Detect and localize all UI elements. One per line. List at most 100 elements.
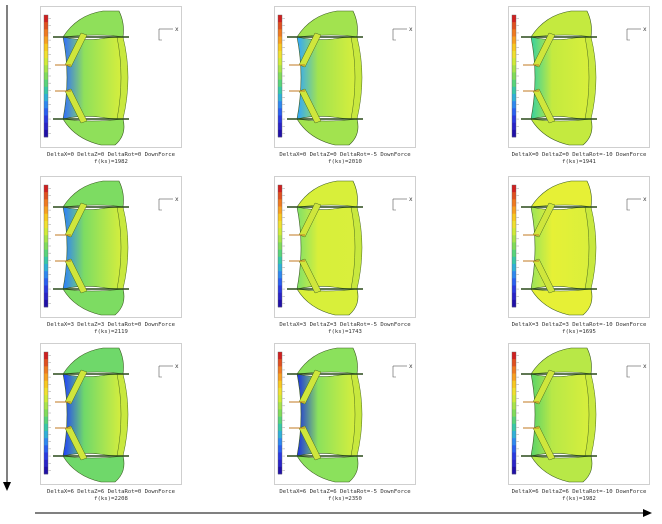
panel-force-value: f(ks)=1941 <box>562 159 596 165</box>
axis-triad-icon: x <box>392 196 413 211</box>
rear-wing-model <box>521 180 597 316</box>
axis-label: x <box>175 26 179 33</box>
top-endplate <box>62 180 124 208</box>
panel-parameters: DeltaX=0 DeltaZ=0 DeltaRot=-5 DownForce <box>279 152 411 158</box>
panel-force-value: f(ks)=2119 <box>94 329 128 335</box>
axis-triad-icon: x <box>158 26 179 41</box>
color-scale-bar <box>277 351 285 475</box>
upper-strut <box>64 32 88 68</box>
pressure-plot: x <box>274 176 416 318</box>
pressure-plot: x <box>274 6 416 148</box>
bottom-endplate <box>530 118 593 146</box>
wing-body <box>296 206 358 290</box>
lower-strut <box>298 425 322 461</box>
wing-body <box>296 373 358 457</box>
panel-parameters: DeltaX=6 DeltaZ=6 DeltaRot=-10 DownForce <box>511 489 647 495</box>
axis-triad-icon: x <box>158 363 179 378</box>
color-scale-bar <box>43 184 51 308</box>
pressure-plot: x <box>508 176 650 318</box>
wing-body <box>530 36 592 120</box>
top-endplate <box>296 10 358 38</box>
axis-triad-icon: x <box>392 26 413 41</box>
upper-strut <box>298 369 322 405</box>
rear-wing-model <box>287 180 363 316</box>
axis-label: x <box>409 363 413 370</box>
pressure-plot: x <box>40 176 182 318</box>
panel-force-value: f(ks)=2208 <box>94 496 128 502</box>
wing-body <box>62 373 124 457</box>
rear-wing-model <box>53 10 129 146</box>
horizontal-arrowhead-icon <box>643 509 652 517</box>
color-scale-bar <box>43 14 51 138</box>
panel-force-value: f(ks)=1695 <box>562 329 596 335</box>
color-scale-bar <box>277 14 285 138</box>
lower-strut <box>298 88 322 124</box>
bottom-endplate <box>530 455 593 483</box>
lower-strut <box>532 88 556 124</box>
axis-label: x <box>175 363 179 370</box>
axis-label: x <box>409 196 413 203</box>
upper-strut <box>532 32 556 68</box>
upper-strut <box>64 369 88 405</box>
panel-force-value: f(ks)=2350 <box>328 496 362 502</box>
upper-strut <box>532 369 556 405</box>
upper-strut <box>298 202 322 238</box>
axis-triad-icon: x <box>626 363 647 378</box>
color-scale-bar <box>43 351 51 475</box>
panel-parameters: DeltaX=3 DeltaZ=3 DeltaRot=0 DownForce <box>47 322 175 328</box>
color-scale-bar <box>511 184 519 308</box>
bottom-endplate <box>530 288 593 316</box>
axis-label: x <box>643 196 647 203</box>
top-endplate <box>62 10 124 38</box>
lower-strut <box>64 88 88 124</box>
bottom-endplate <box>62 288 125 316</box>
panel-parameters: DeltaX=6 DeltaZ=6 DeltaRot=-5 DownForce <box>279 489 411 495</box>
pressure-plot: x <box>40 6 182 148</box>
pressure-plot: x <box>508 343 650 485</box>
panel-parameters: DeltaX=0 DeltaZ=0 DeltaRot=0 DownForce <box>47 152 175 158</box>
vertical-arrowhead-icon <box>3 482 11 491</box>
lower-strut <box>64 425 88 461</box>
rear-wing-model <box>521 10 597 146</box>
rear-wing-model <box>53 347 129 483</box>
lower-strut <box>64 258 88 294</box>
color-scale-bar <box>511 351 519 475</box>
pressure-plot: x <box>40 343 182 485</box>
axis-label: x <box>643 363 647 370</box>
wing-body <box>62 206 124 290</box>
result-panel: x DeltaX=3 DeltaZ=3 DeltaRot=0 DownForce f… <box>40 176 182 341</box>
panel-force-value: f(ks)=1743 <box>328 329 362 335</box>
top-endplate <box>296 347 358 375</box>
top-endplate <box>296 180 358 208</box>
axis-triad-icon: x <box>626 26 647 41</box>
result-panel: x DeltaX=6 DeltaZ=6 DeltaRot=-5 DownForce… <box>274 343 416 508</box>
top-endplate <box>530 180 592 208</box>
panel-force-value: f(ks)=2010 <box>328 159 362 165</box>
wing-body <box>530 373 592 457</box>
panel-force-value: f(ks)=1982 <box>94 159 128 165</box>
axis-triad-icon: x <box>158 196 179 211</box>
panel-force-value: f(ks)=1982 <box>562 496 596 502</box>
rear-wing-model <box>521 347 597 483</box>
rear-wing-model <box>287 347 363 483</box>
pressure-plot: x <box>274 343 416 485</box>
rear-wing-model <box>53 180 129 316</box>
result-panel: x DeltaX=0 DeltaZ=0 DeltaRot=0 DownForce f… <box>40 6 182 171</box>
panel-parameters: DeltaX=6 DeltaZ=6 DeltaRot=0 DownForce <box>47 489 175 495</box>
panel-parameters: DeltaX=0 DeltaZ=0 DeltaRot=-10 DownForce <box>511 152 647 158</box>
upper-strut <box>64 202 88 238</box>
result-panel: x DeltaX=3 DeltaZ=3 DeltaRot=-10 DownForc… <box>508 176 650 341</box>
bottom-endplate <box>296 118 359 146</box>
panel-parameters: DeltaX=3 DeltaZ=3 DeltaRot=-10 DownForce <box>511 322 647 328</box>
pressure-plot: x <box>508 6 650 148</box>
top-endplate <box>530 347 592 375</box>
upper-strut <box>532 202 556 238</box>
result-panel: x DeltaX=6 DeltaZ=6 DeltaRot=-10 DownForc… <box>508 343 650 508</box>
result-panel: x DeltaX=6 DeltaZ=6 DeltaRot=0 DownForce f… <box>40 343 182 508</box>
axis-label: x <box>409 26 413 33</box>
lower-strut <box>532 258 556 294</box>
bottom-endplate <box>62 455 125 483</box>
wing-body <box>530 206 592 290</box>
